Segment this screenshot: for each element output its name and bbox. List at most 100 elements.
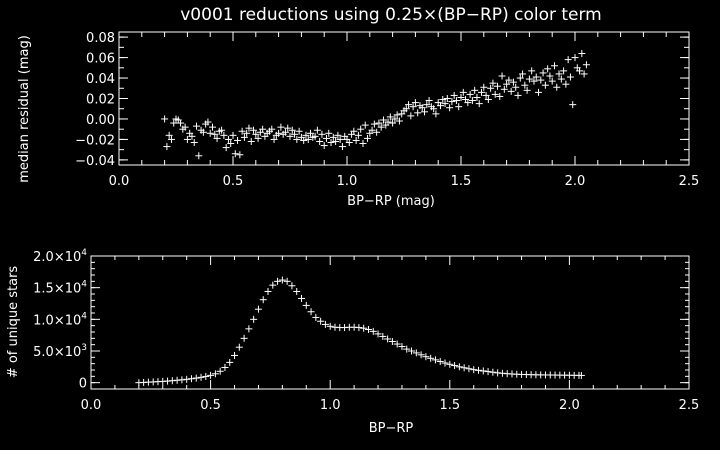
- data-point: [165, 131, 173, 139]
- data-point: [364, 134, 372, 142]
- data-point: [465, 365, 473, 373]
- data-point: [254, 134, 262, 142]
- data-point: [369, 327, 377, 335]
- x-tick-label: 0.5: [200, 398, 221, 413]
- data-point: [254, 305, 262, 313]
- data-point: [436, 102, 444, 110]
- data-point: [352, 136, 360, 144]
- data-point: [475, 100, 483, 108]
- data-point: [407, 112, 415, 120]
- data-point: [496, 92, 504, 100]
- data-point: [473, 93, 481, 101]
- data-point: [491, 90, 499, 98]
- data-point: [345, 138, 353, 146]
- data-point: [457, 93, 465, 101]
- data-point: [443, 95, 451, 102]
- data-point: [489, 368, 497, 376]
- data-point: [553, 83, 561, 91]
- data-point: [525, 75, 533, 83]
- data-point: [582, 61, 590, 69]
- x-tick-label: 2.5: [679, 174, 700, 189]
- data-point: [412, 349, 420, 357]
- data-point: [450, 91, 458, 99]
- x-tick-label: 0.5: [223, 174, 244, 189]
- data-point: [277, 123, 285, 131]
- data-point: [188, 132, 196, 140]
- data-point: [391, 115, 399, 123]
- data-point: [252, 130, 260, 138]
- data-point: [231, 150, 239, 158]
- y-tick-mantissa: 5.0×10: [33, 345, 81, 360]
- data-point: [425, 97, 433, 105]
- data-point: [190, 138, 198, 146]
- data-point: [417, 351, 425, 359]
- data-point: [430, 105, 438, 113]
- data-point: [227, 140, 235, 148]
- data-point: [359, 140, 367, 148]
- data-point: [357, 125, 365, 133]
- data-point: [452, 97, 460, 105]
- data-point: [240, 133, 248, 141]
- x-tick-label: 0.0: [109, 174, 130, 189]
- data-point: [395, 117, 403, 125]
- data-point: [197, 373, 205, 381]
- data-point: [455, 103, 463, 111]
- data-point: [512, 83, 520, 91]
- data-point: [332, 137, 340, 145]
- data-point: [304, 135, 312, 143]
- data-point: [370, 120, 378, 128]
- data-point: [459, 88, 467, 96]
- data-point: [274, 277, 282, 285]
- data-point: [566, 73, 574, 81]
- data-point: [320, 142, 328, 150]
- data-point: [284, 124, 292, 132]
- residual-y-axis: −0.04 −0.02 0.00 0.02 0.04 0.06 0.08: [75, 31, 689, 169]
- data-point: [231, 351, 239, 359]
- data-point: [393, 340, 401, 348]
- data-point: [377, 123, 385, 131]
- residual-panel: 0.0 0.5 1.0 1.5 2.0 2.5 −0.04−0.020.000.020.0…: [17, 31, 699, 209]
- data-point: [569, 101, 577, 109]
- data-point: [302, 131, 310, 139]
- data-point: [207, 371, 215, 379]
- data-point: [484, 368, 492, 376]
- data-point: [206, 129, 214, 137]
- data-point: [403, 345, 411, 353]
- data-point: [178, 376, 186, 384]
- data-point: [374, 330, 382, 338]
- data-point: [535, 88, 543, 96]
- data-point: [327, 138, 335, 146]
- x-tick-label: 2.0: [565, 174, 586, 189]
- data-point: [441, 100, 449, 108]
- data-point: [493, 82, 501, 90]
- data-point: [240, 334, 248, 342]
- data-point: [537, 76, 545, 84]
- data-point: [489, 79, 497, 87]
- residual-x-label: BP−RP (mag): [347, 194, 435, 209]
- data-point: [224, 135, 232, 143]
- y-tick-label: 5.0×103: [33, 343, 87, 360]
- data-point: [199, 128, 207, 136]
- data-point: [509, 78, 517, 86]
- star-count-y-label: # of unique stars: [6, 266, 21, 379]
- data-point: [247, 137, 255, 145]
- data-point: [507, 87, 515, 95]
- data-point: [281, 128, 289, 136]
- y-tick-mantissa: 1.5×10: [33, 282, 81, 297]
- data-point: [220, 131, 228, 139]
- data-point: [408, 347, 416, 355]
- data-point: [293, 135, 301, 143]
- data-point: [275, 129, 283, 137]
- data-point: [288, 126, 296, 134]
- data-point: [297, 294, 305, 302]
- data-point: [222, 144, 230, 152]
- y-tick-exponent: 4: [81, 311, 87, 321]
- y-tick-label: 0.08: [86, 31, 115, 46]
- data-point: [393, 111, 401, 119]
- data-point: [250, 315, 258, 323]
- data-point: [423, 101, 431, 109]
- data-point: [427, 354, 435, 362]
- data-point: [478, 88, 486, 96]
- data-point: [286, 132, 294, 140]
